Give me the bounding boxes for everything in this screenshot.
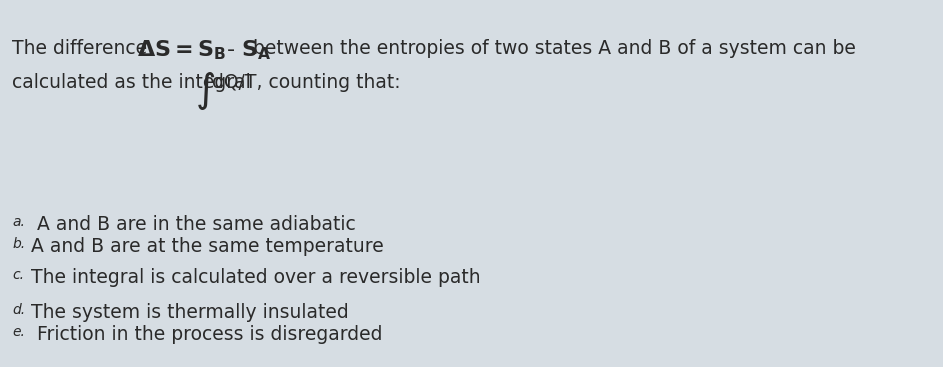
Text: The system is thermally insulated: The system is thermally insulated (31, 303, 349, 322)
Text: Friction in the process is disregarded: Friction in the process is disregarded (31, 325, 383, 344)
Text: The difference: The difference (12, 39, 154, 58)
Text: calculated as the integral: calculated as the integral (12, 73, 257, 92)
Text: The integral is calculated over a reversible path: The integral is calculated over a revers… (31, 268, 481, 287)
Text: A and B are in the same adiabatic: A and B are in the same adiabatic (31, 215, 356, 234)
Text: between the entropies of two states A and B of a system can be: between the entropies of two states A an… (253, 39, 855, 58)
Text: d.: d. (12, 303, 25, 317)
Text: $\int$: $\int$ (195, 70, 215, 112)
Text: dQ/T, counting that:: dQ/T, counting that: (212, 73, 401, 92)
Text: a.: a. (12, 215, 25, 229)
Text: b.: b. (12, 237, 25, 251)
Text: e.: e. (12, 325, 25, 339)
Text: $\bf{\Delta S{=}S_B{\text{-}}\ S_A}$: $\bf{\Delta S{=}S_B{\text{-}}\ S_A}$ (137, 39, 272, 62)
Text: c.: c. (12, 268, 25, 282)
Text: A and B are at the same temperature: A and B are at the same temperature (31, 237, 384, 256)
